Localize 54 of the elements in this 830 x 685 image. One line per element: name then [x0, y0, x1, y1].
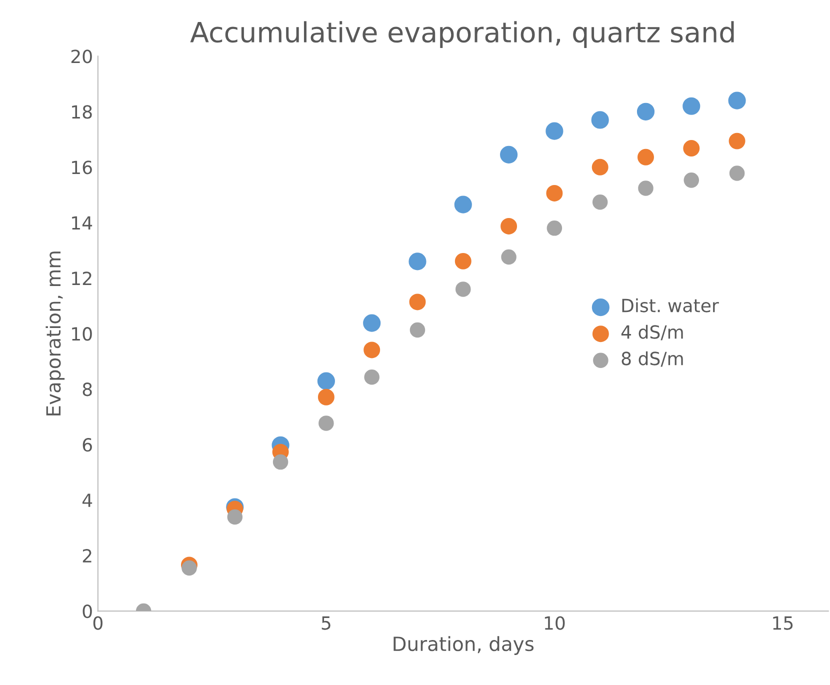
y-tick-label: 0 [82, 604, 92, 618]
point [182, 560, 197, 576]
point [501, 249, 516, 265]
y-axis-title: Evaporation, mm [46, 252, 65, 416]
x-axis-title: Duration, days [394, 636, 534, 655]
point [683, 140, 700, 157]
point [546, 220, 562, 236]
point [636, 102, 655, 120]
y-tick-label: 20 [71, 50, 92, 64]
point [592, 158, 608, 176]
point [729, 166, 745, 181]
point [454, 252, 472, 270]
point [638, 148, 654, 166]
point [728, 132, 746, 150]
point [456, 282, 471, 297]
point [317, 372, 335, 390]
y-tick-label: 14 [72, 216, 92, 230]
point [546, 184, 563, 202]
x-tick-label: 10 [544, 616, 565, 630]
point [684, 172, 700, 188]
point [363, 314, 381, 332]
y-tick-label: 12 [72, 272, 92, 285]
legend-label: Dist. water [622, 298, 719, 312]
point [318, 388, 334, 406]
y-tick-label: 10 [72, 327, 92, 341]
point [408, 252, 426, 270]
point [318, 416, 334, 431]
y-tick-label: 18 [72, 105, 92, 119]
y-tick-label: 2 [82, 548, 92, 562]
point [409, 294, 426, 310]
x-tick-label: 5 [322, 616, 330, 630]
y-tick-label: 6 [82, 438, 92, 452]
chart-title: Accumulative evaporation, quartz sand [190, 21, 734, 48]
legend-label: 8 dS/m [622, 351, 683, 367]
point [272, 454, 288, 470]
point [591, 111, 609, 129]
legend-label: 4 dS/m [621, 324, 683, 340]
point [500, 218, 518, 234]
x-tick-label: 0 [93, 616, 102, 630]
x-tick-label: 15 [773, 616, 793, 630]
point [227, 509, 243, 525]
point [454, 196, 472, 214]
point [500, 146, 518, 164]
point [592, 194, 608, 210]
point [546, 122, 564, 140]
y-tick-label: 8 [82, 382, 92, 396]
y-tick-label: 16 [72, 160, 92, 174]
point [364, 370, 380, 385]
y-tick-label: 4 [82, 494, 92, 507]
point [682, 97, 700, 115]
point [638, 180, 654, 196]
point [364, 342, 380, 358]
point [410, 322, 426, 338]
point [728, 92, 746, 110]
